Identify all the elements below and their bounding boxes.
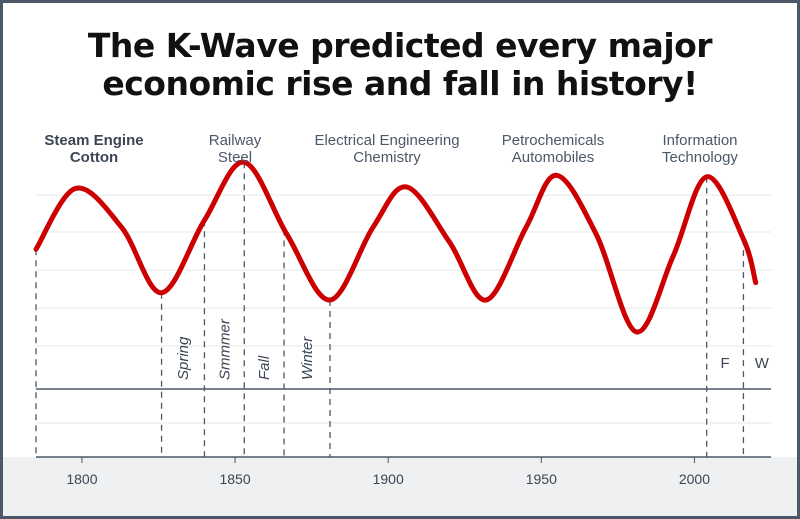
era-label: Cotton — [70, 149, 118, 166]
x-tick-label: 1900 — [373, 471, 404, 487]
era-label: Technology — [662, 149, 738, 166]
chart-title: The K-Wave predicted every major economi… — [3, 27, 797, 103]
season-label: Fall — [256, 355, 273, 380]
x-tick-label: 1800 — [66, 471, 97, 487]
era-label: Information — [662, 132, 737, 149]
x-tick-label: 1850 — [219, 471, 250, 487]
title-line-2: economic rise and fall in history! — [102, 64, 698, 103]
era-label: Railway — [209, 132, 262, 149]
season-label: Smmmer — [216, 318, 233, 380]
era-label: Petrochemicals — [502, 132, 605, 149]
era-label: Steel — [218, 149, 252, 166]
era-label: Steam Engine — [44, 132, 143, 149]
era-label: Automobiles — [512, 149, 595, 166]
x-tick-label: 2000 — [679, 471, 710, 487]
x-tick-label: 1950 — [526, 471, 557, 487]
phase-letter: W — [755, 355, 770, 372]
chart-frame: The K-Wave predicted every major economi… — [3, 3, 797, 516]
title-line-1: The K-Wave predicted every major — [87, 26, 713, 65]
x-axis-band — [3, 457, 797, 516]
era-label: Electrical Engineering — [314, 132, 459, 149]
k-wave-line — [33, 159, 759, 335]
season-label: Winter — [299, 336, 316, 380]
season-label: Spring — [175, 336, 192, 380]
era-label: Chemistry — [353, 149, 421, 166]
phase-letter: F — [720, 355, 729, 372]
